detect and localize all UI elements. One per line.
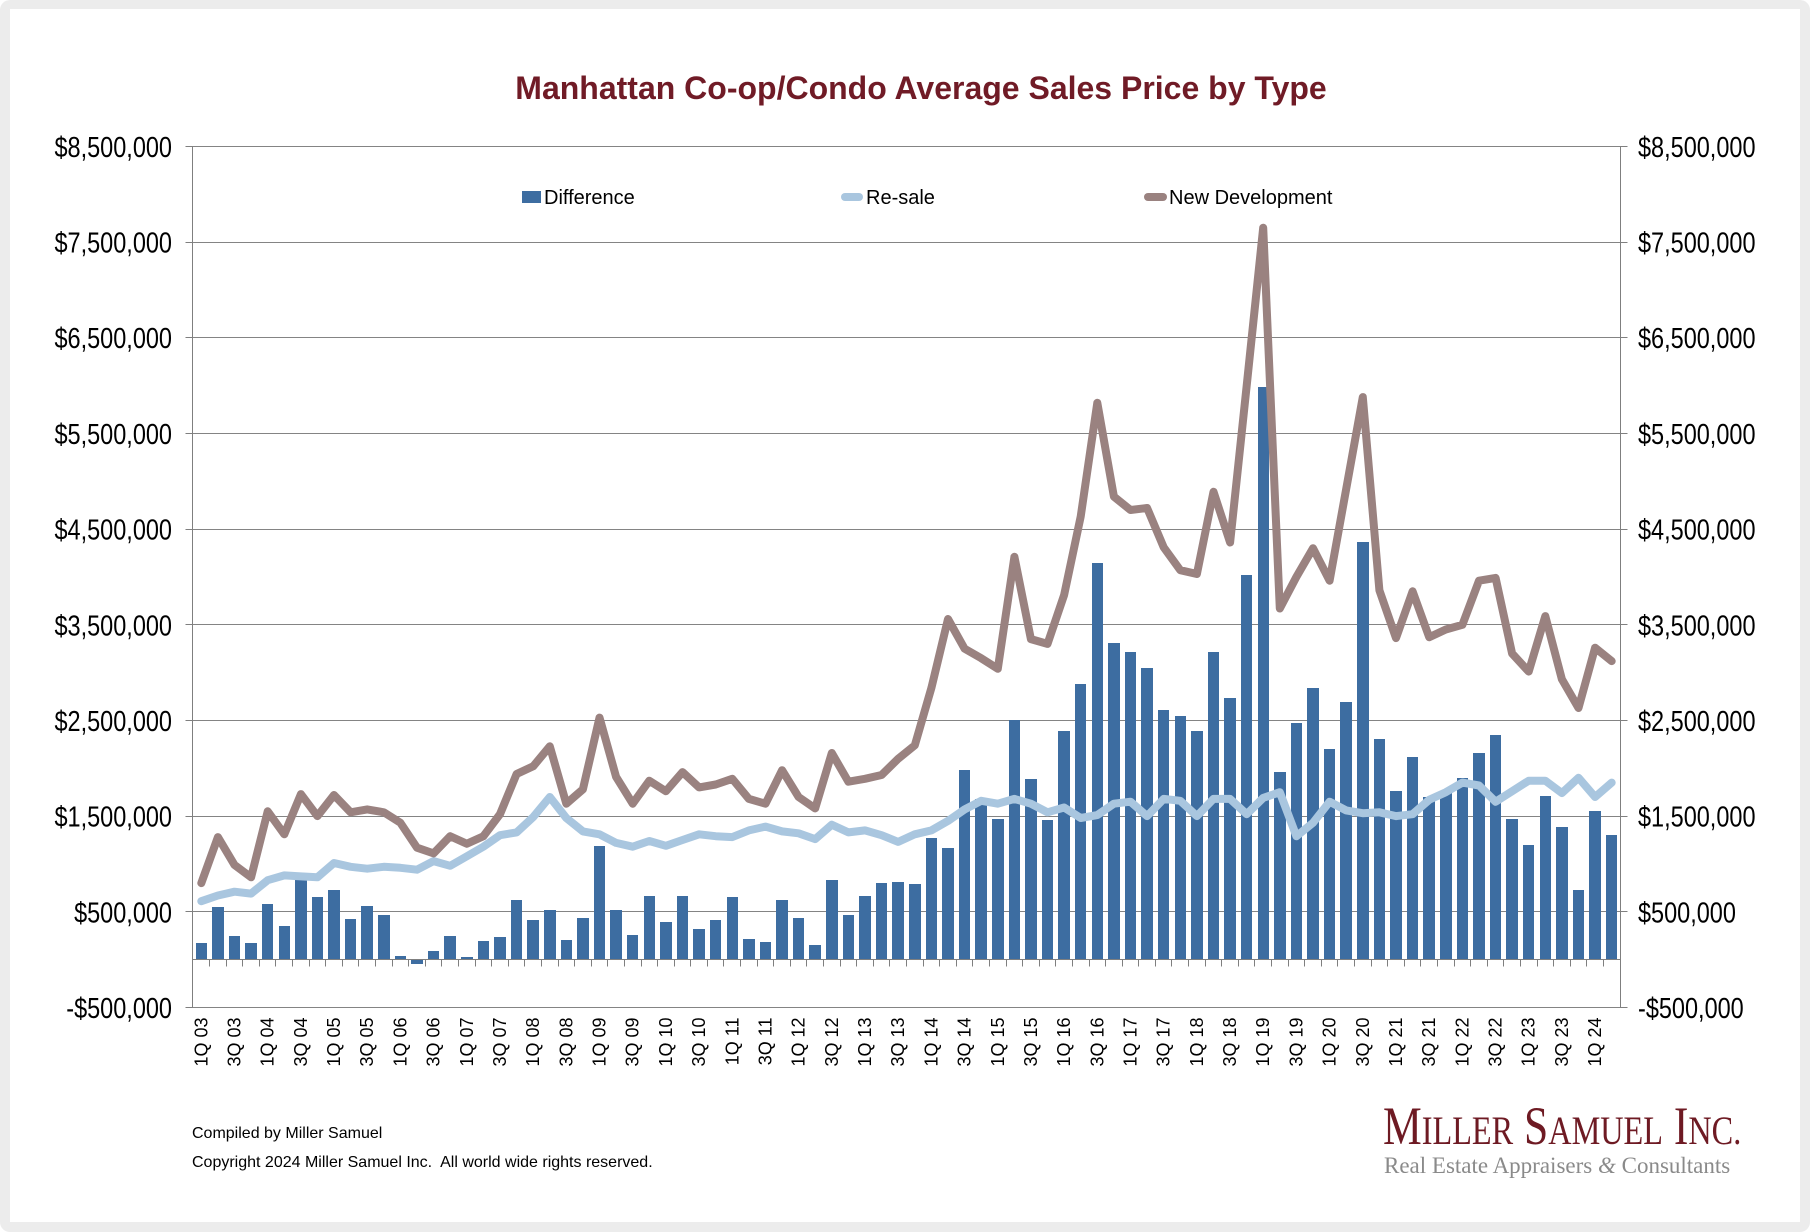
svg-text:$6,500,000: $6,500,000 xyxy=(54,322,172,355)
svg-text:New Development: New Development xyxy=(1169,187,1333,209)
svg-text:1Q 23: 1Q 23 xyxy=(1519,1018,1539,1067)
svg-text:1Q 22: 1Q 22 xyxy=(1452,1018,1472,1067)
svg-text:1Q 14: 1Q 14 xyxy=(921,1018,941,1067)
svg-text:Manhattan Co-op/Condo Average: Manhattan Co-op/Condo Average Sales Pric… xyxy=(515,70,1326,106)
svg-text:$3,500,000: $3,500,000 xyxy=(1638,609,1756,642)
svg-text:1Q 09: 1Q 09 xyxy=(590,1018,610,1067)
svg-text:3Q 20: 3Q 20 xyxy=(1353,1018,1373,1067)
svg-text:$8,500,000: $8,500,000 xyxy=(1638,131,1756,164)
svg-text:Compiled by Miller Samuel: Compiled by Miller Samuel xyxy=(192,1125,382,1142)
svg-text:3Q 15: 3Q 15 xyxy=(1021,1018,1041,1067)
svg-text:3Q 04: 3Q 04 xyxy=(291,1018,311,1067)
svg-text:1Q 16: 1Q 16 xyxy=(1054,1018,1074,1067)
svg-text:$3,500,000: $3,500,000 xyxy=(54,609,172,642)
svg-text:$7,500,000: $7,500,000 xyxy=(1638,226,1756,259)
svg-text:3Q 23: 3Q 23 xyxy=(1552,1018,1572,1067)
svg-text:MILLER SAMUEL INC.: MILLER SAMUEL INC. xyxy=(1383,1096,1741,1157)
svg-text:1Q 04: 1Q 04 xyxy=(258,1018,278,1067)
svg-text:1Q 20: 1Q 20 xyxy=(1320,1018,1340,1067)
svg-text:-$500,000: -$500,000 xyxy=(66,992,172,1025)
svg-text:3Q 10: 3Q 10 xyxy=(689,1018,709,1067)
svg-text:3Q 13: 3Q 13 xyxy=(888,1018,908,1067)
svg-text:$8,500,000: $8,500,000 xyxy=(54,131,172,164)
svg-text:1Q 24: 1Q 24 xyxy=(1585,1018,1605,1067)
svg-text:1Q 15: 1Q 15 xyxy=(988,1018,1008,1067)
svg-text:$5,500,000: $5,500,000 xyxy=(54,418,172,451)
svg-text:$2,500,000: $2,500,000 xyxy=(54,705,172,738)
svg-text:$5,500,000: $5,500,000 xyxy=(1638,418,1756,451)
svg-text:3Q 06: 3Q 06 xyxy=(424,1018,444,1067)
svg-text:$1,500,000: $1,500,000 xyxy=(54,800,172,833)
svg-text:$6,500,000: $6,500,000 xyxy=(1638,322,1756,355)
svg-text:$500,000: $500,000 xyxy=(1638,896,1736,929)
svg-text:1Q 06: 1Q 06 xyxy=(390,1018,410,1067)
svg-text:$500,000: $500,000 xyxy=(74,896,172,929)
svg-text:3Q 17: 3Q 17 xyxy=(1154,1018,1174,1067)
svg-text:1Q 03: 1Q 03 xyxy=(191,1018,211,1067)
svg-text:-$500,000: -$500,000 xyxy=(1638,992,1744,1025)
svg-text:1Q 07: 1Q 07 xyxy=(457,1018,477,1067)
svg-text:3Q 05: 3Q 05 xyxy=(357,1018,377,1067)
svg-text:3Q 07: 3Q 07 xyxy=(490,1018,510,1067)
svg-text:1Q 08: 1Q 08 xyxy=(523,1018,543,1067)
svg-text:3Q 09: 3Q 09 xyxy=(623,1018,643,1067)
svg-text:Difference: Difference xyxy=(544,187,635,209)
svg-text:1Q 21: 1Q 21 xyxy=(1386,1018,1406,1067)
svg-text:3Q 16: 3Q 16 xyxy=(1087,1018,1107,1067)
svg-text:$4,500,000: $4,500,000 xyxy=(54,513,172,546)
svg-text:3Q 11: 3Q 11 xyxy=(756,1018,776,1066)
svg-text:$2,500,000: $2,500,000 xyxy=(1638,705,1756,738)
svg-text:3Q 08: 3Q 08 xyxy=(556,1018,576,1067)
svg-text:Re-sale: Re-sale xyxy=(866,187,935,209)
svg-text:3Q 12: 3Q 12 xyxy=(822,1018,842,1067)
svg-text:3Q 19: 3Q 19 xyxy=(1286,1018,1306,1067)
svg-text:1Q 19: 1Q 19 xyxy=(1253,1018,1273,1067)
svg-text:1Q 18: 1Q 18 xyxy=(1187,1018,1207,1067)
svg-text:1Q 10: 1Q 10 xyxy=(656,1018,676,1067)
svg-text:1Q 05: 1Q 05 xyxy=(324,1018,344,1067)
svg-text:1Q 13: 1Q 13 xyxy=(855,1018,875,1067)
svg-text:$7,500,000: $7,500,000 xyxy=(54,226,172,259)
svg-text:3Q 21: 3Q 21 xyxy=(1419,1018,1439,1067)
svg-text:3Q 03: 3Q 03 xyxy=(225,1018,245,1067)
svg-text:Real Estate Appraisers & Consu: Real Estate Appraisers & Consultants xyxy=(1384,1153,1730,1178)
svg-text:1Q 12: 1Q 12 xyxy=(789,1018,809,1067)
svg-text:3Q 22: 3Q 22 xyxy=(1486,1018,1506,1067)
svg-text:$4,500,000: $4,500,000 xyxy=(1638,513,1756,546)
svg-text:3Q 14: 3Q 14 xyxy=(955,1018,975,1067)
svg-text:1Q 11: 1Q 11 xyxy=(722,1018,742,1066)
svg-text:$1,500,000: $1,500,000 xyxy=(1638,800,1756,833)
svg-text:1Q 17: 1Q 17 xyxy=(1121,1018,1141,1067)
svg-text:3Q 18: 3Q 18 xyxy=(1220,1018,1240,1067)
svg-text:Copyright 2024 Miller Samuel I: Copyright 2024 Miller Samuel Inc. All wo… xyxy=(192,1154,653,1171)
